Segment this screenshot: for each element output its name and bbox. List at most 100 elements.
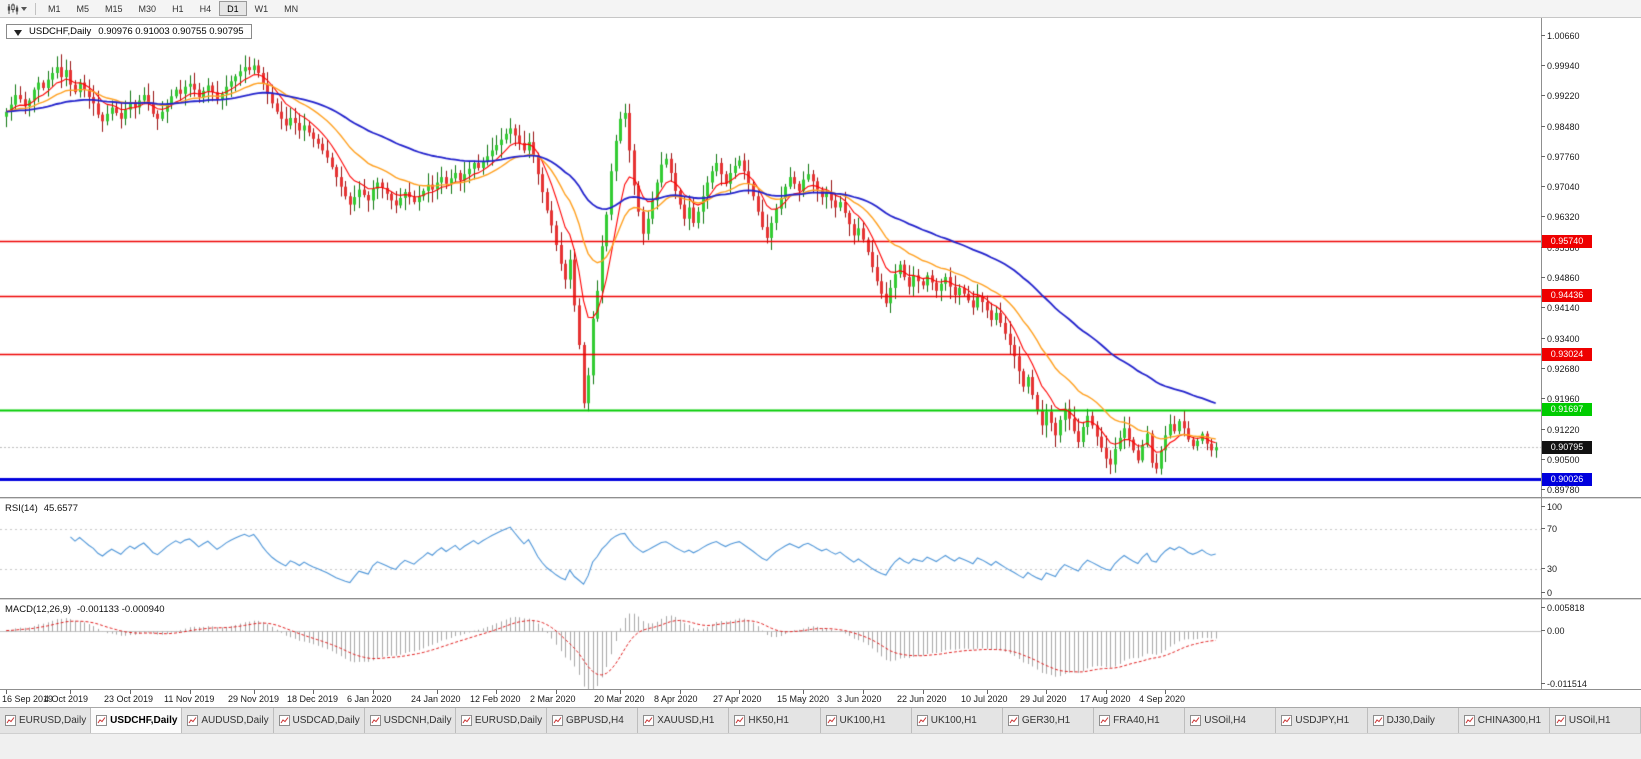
date-axis-label: 4 Oct 2019 (44, 694, 89, 704)
chart-tab-hk50-h1[interactable]: HK50,H1 (729, 708, 821, 733)
tab-label: FRA40,H1 (1113, 715, 1160, 726)
chart-symbol-period: USDCHF,Daily (29, 26, 92, 37)
mini-chart-icon (278, 715, 290, 726)
mini-chart-icon (1281, 715, 1293, 726)
toolbar-separator (35, 2, 36, 15)
dropdown-caret-icon (21, 7, 27, 14)
chart-tab-eurusd-daily[interactable]: EURUSD,Daily (0, 708, 92, 733)
date-axis-tick (6, 690, 7, 694)
date-axis-label: 24 Jan 2020 (411, 694, 461, 704)
chart-tab-usdcnh-daily[interactable]: USDCNH,Daily (364, 708, 456, 733)
date-axis-tick (987, 690, 988, 694)
timeframe-button-m30[interactable]: M30 (131, 1, 165, 16)
mini-chart-icon (1190, 715, 1202, 726)
mini-chart-icon (1372, 715, 1384, 726)
date-axis-label: 16 Sep 2019 (2, 694, 54, 704)
timeframe-button-h1[interactable]: H1 (164, 1, 192, 16)
level-price-tag[interactable]: 0.93024 (1542, 347, 1592, 361)
level-price-tag[interactable]: 0.90026 (1542, 472, 1592, 486)
chart-tab-audusd-daily[interactable]: AUDUSD,Daily (182, 708, 274, 733)
date-axis-label: 8 Apr 2020 (654, 694, 698, 704)
timeframe-button-m15[interactable]: M15 (97, 1, 131, 16)
chart-tab-uk100-h1[interactable]: UK100,H1 (911, 708, 1003, 733)
mini-chart-icon (1007, 715, 1019, 726)
mini-chart-icon (187, 715, 199, 726)
macd-label: MACD(12,26,9) -0.001133 -0.000940 (5, 604, 165, 615)
date-axis-tick (803, 690, 804, 694)
rsi-indicator-canvas[interactable] (0, 500, 1541, 598)
chart-tab-china300-h1[interactable]: CHINA300,H1 (1458, 708, 1550, 733)
date-axis-label: 29 Nov 2019 (228, 694, 280, 704)
date-axis-tick (620, 690, 621, 694)
tab-label: AUDUSD,Daily (201, 715, 269, 726)
chart-tab-fra40-h1[interactable]: FRA40,H1 (1094, 708, 1186, 733)
chart-tab-usoil-h4[interactable]: USOil,H4 (1185, 708, 1277, 733)
mini-chart-icon (643, 715, 655, 726)
chart-tab-usdchf-daily[interactable]: USDCHF,Daily (91, 708, 183, 733)
chart-tab-gbpusd-h4[interactable]: GBPUSD,H4 (547, 708, 639, 733)
mini-chart-icon (460, 715, 472, 726)
tab-label: GER30,H1 (1021, 715, 1071, 726)
panel-separator[interactable] (0, 497, 1641, 500)
rsi-value: 45.6577 (43, 503, 79, 514)
price-scale-label: 0.99220 (1541, 91, 1580, 102)
macd-scale-label: -0.011514 (1541, 679, 1587, 689)
timeframe-button-d1[interactable]: D1 (219, 1, 247, 16)
chart-tab-usdcad-daily[interactable]: USDCAD,Daily (273, 708, 365, 733)
date-axis-label: 18 Dec 2019 (287, 694, 339, 704)
date-axis-tick (437, 690, 438, 694)
timeframe-button-h4[interactable]: H4 (192, 1, 220, 16)
chart-tab-xauusd-h1[interactable]: XAUUSD,H1 (638, 708, 730, 733)
date-axis-tick (739, 690, 740, 694)
mini-chart-icon (916, 715, 928, 726)
level-price-tag[interactable]: 0.91697 (1542, 403, 1592, 417)
collapse-icon[interactable] (14, 29, 22, 40)
tab-label: GBPUSD,H4 (566, 715, 624, 726)
price-scale-label: 0.95580 (1541, 242, 1580, 253)
level-price-tag[interactable]: 0.94436 (1542, 289, 1592, 303)
chart-tab-usoil-h1[interactable]: USOil,H1 (1549, 708, 1641, 733)
tab-label: EURUSD,Daily (19, 715, 87, 726)
price-scale-label: 0.93400 (1541, 333, 1580, 344)
price-scale-label: 0.98480 (1541, 122, 1580, 133)
chart-tabbar: EURUSD,Daily USDCHF,Daily AUDUSD,Daily USDC… (0, 707, 1641, 733)
mini-chart-icon (96, 715, 108, 726)
date-axis-label: 2 Mar 2020 (530, 694, 576, 704)
date-axis-tick (556, 690, 557, 694)
price-scale-label: 0.96320 (1541, 212, 1580, 223)
chart-tab-usdjpy-h1[interactable]: USDJPY,H1 (1276, 708, 1368, 733)
rsi-scale-label: 70 (1540, 524, 1558, 535)
chart-tab-eurusd-daily[interactable]: EURUSD,Daily (455, 708, 548, 733)
chart-tab-ger30-h1[interactable]: GER30,H1 (1002, 708, 1095, 733)
macd-values: -0.001133 -0.000940 (77, 604, 165, 615)
price-scale-label: 0.92680 (1541, 363, 1580, 374)
main-chart-canvas[interactable] (0, 18, 1541, 497)
timeframe-button-w1[interactable]: W1 (247, 1, 277, 16)
rsi-scale-label: 0 (1540, 588, 1553, 598)
timeframe-button-m5[interactable]: M5 (69, 1, 98, 16)
date-axis-label: 29 Jul 2020 (1020, 694, 1067, 704)
price-scale-border (1541, 18, 1542, 689)
timeframe-buttons: M1 M5 M15 M30 H1 H4 D1 W1 MN (40, 1, 306, 17)
chart-type-button[interactable] (3, 1, 31, 17)
macd-indicator-canvas[interactable] (0, 601, 1541, 689)
chart-tab-uk100-h1[interactable]: UK100,H1 (820, 708, 912, 733)
tab-label: CHINA300,H1 (1477, 715, 1542, 726)
date-axis-label: 6 Jan 2020 (347, 694, 392, 704)
price-scale-label: 0.89780 (1541, 484, 1580, 495)
macd-scale-label: 0.00 (1541, 625, 1565, 636)
rsi-name: RSI(14) (5, 503, 38, 514)
timeframe-button-mn[interactable]: MN (276, 1, 306, 16)
date-axis-tick (680, 690, 681, 694)
date-axis-label: 10 Jul 2020 (961, 694, 1008, 704)
chart-tab-dj30-daily[interactable]: DJ30,Daily (1367, 708, 1459, 733)
date-axis-tick (863, 690, 864, 694)
price-scale-label: 0.99940 (1541, 61, 1580, 72)
status-bar (0, 733, 1641, 759)
panel-separator[interactable] (0, 598, 1641, 601)
date-axis-tick (254, 690, 255, 694)
price-scale-label: 1.00660 (1541, 31, 1580, 42)
level-price-tag[interactable]: 0.95740 (1542, 234, 1592, 248)
date-axis-tick (923, 690, 924, 694)
timeframe-button-m1[interactable]: M1 (40, 1, 69, 16)
